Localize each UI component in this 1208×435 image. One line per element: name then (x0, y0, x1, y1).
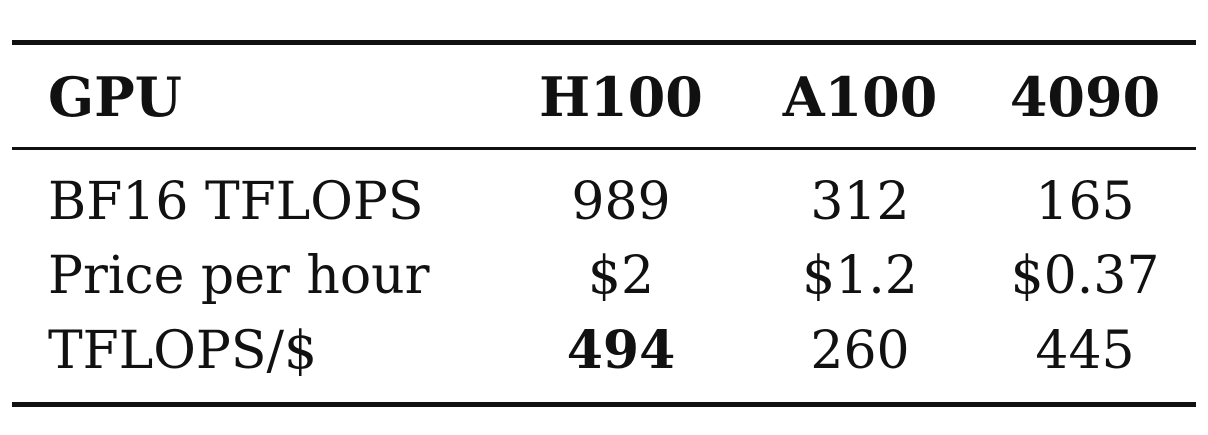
table-header-rule (12, 147, 1196, 150)
cell-tflops-per-dollar-h100: 494 (566, 320, 676, 381)
cell-tflops-per-dollar-a100: 260 (810, 321, 910, 381)
cell-bf16-h100: 989 (571, 172, 671, 232)
cell-price-h100: $2 (587, 246, 655, 306)
header-a100: A100 (782, 65, 938, 129)
cell-price-4090: $0.37 (1010, 246, 1160, 306)
row-label-bf16-tflops: BF16 TFLOPS (48, 172, 424, 232)
header-gpu: GPU (48, 65, 182, 129)
cell-bf16-4090: 165 (1035, 172, 1135, 232)
cell-bf16-a100: 312 (810, 172, 910, 232)
header-4090: 4090 (1009, 65, 1161, 129)
row-label-tflops-per-dollar: TFLOPS/$ (48, 321, 318, 381)
table-top-rule (12, 40, 1196, 45)
cell-tflops-per-dollar-4090: 445 (1035, 321, 1135, 381)
cell-price-a100: $1.2 (802, 246, 918, 306)
row-label-price-per-hour: Price per hour (48, 246, 430, 306)
header-h100: H100 (539, 65, 703, 129)
table-bottom-rule (12, 402, 1196, 407)
